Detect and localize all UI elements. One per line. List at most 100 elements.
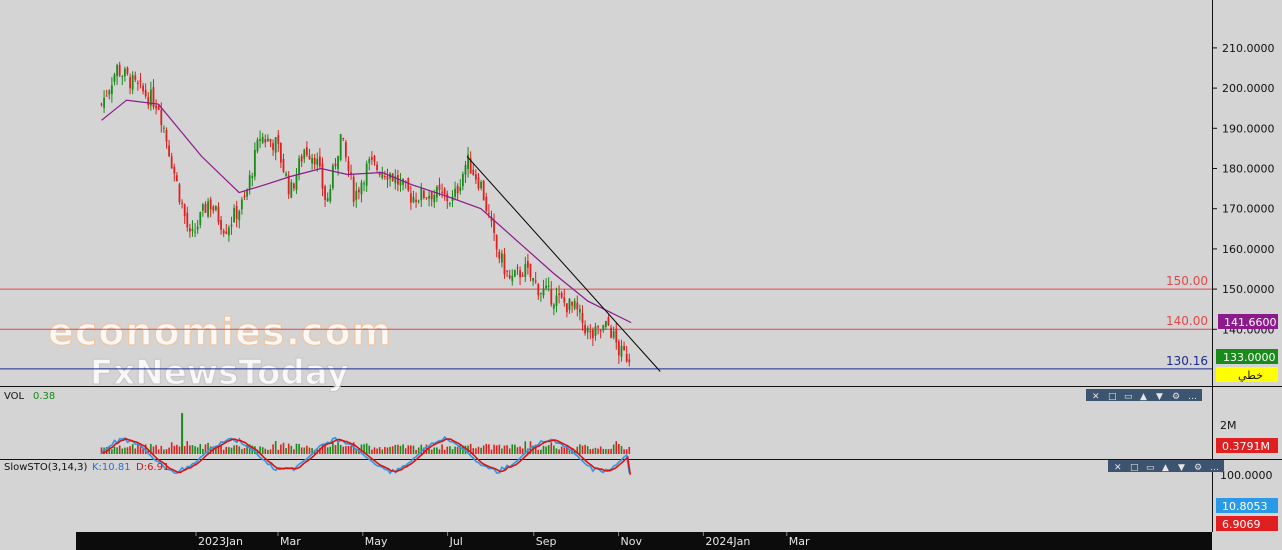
candle-body xyxy=(350,172,352,174)
candle-body xyxy=(285,173,287,176)
restore-icon[interactable]: ▭ xyxy=(1146,463,1155,473)
volume-bar xyxy=(415,449,417,454)
candle-body xyxy=(571,301,573,306)
volume-bar xyxy=(407,445,410,454)
volume-bar xyxy=(446,446,449,454)
volume-bar xyxy=(191,445,194,454)
volume-bar xyxy=(508,448,511,454)
time-label: Mar xyxy=(280,535,301,548)
volume-bar xyxy=(160,445,163,454)
volume-bar xyxy=(498,444,501,454)
candle-body xyxy=(279,142,282,163)
volume-bar xyxy=(363,444,365,454)
move-up-icon[interactable]: ▲ xyxy=(1162,463,1169,473)
candle-body xyxy=(225,231,228,234)
candle-body xyxy=(503,253,506,275)
volume-bar xyxy=(196,447,199,454)
candle-body xyxy=(500,253,503,263)
close-icon[interactable]: ✕ xyxy=(1092,392,1100,402)
candle-body xyxy=(162,127,165,129)
time-label: Jul xyxy=(449,535,463,548)
volume-bar xyxy=(137,444,139,454)
candle-body xyxy=(235,206,238,219)
volume-bar xyxy=(355,448,358,454)
volume-bar xyxy=(350,445,352,454)
volume-bar xyxy=(420,444,423,454)
settings-icon[interactable]: ⚙ xyxy=(1172,392,1180,402)
candle-body xyxy=(584,324,586,334)
ma-value-label: 141.6600 xyxy=(1224,316,1277,329)
volume-bar xyxy=(368,445,371,454)
candle-body xyxy=(459,187,462,192)
volume-bar xyxy=(490,449,493,454)
candle-body xyxy=(230,224,233,227)
volume-bar xyxy=(295,443,298,454)
volume-bar xyxy=(290,445,293,454)
time-axis-right-bg xyxy=(1212,532,1282,550)
move-down-icon[interactable]: ▼ xyxy=(1156,392,1163,402)
move-down-icon[interactable]: ▼ xyxy=(1178,463,1185,473)
volume-bar xyxy=(412,445,415,454)
volume-bar xyxy=(186,441,189,454)
volume-bar xyxy=(618,443,620,454)
more-icon[interactable]: … xyxy=(1210,463,1219,473)
restore-icon[interactable]: ▭ xyxy=(1124,392,1133,402)
volume-bar xyxy=(267,449,269,454)
volume-bar xyxy=(378,447,381,454)
volume-bar xyxy=(199,443,202,454)
candle-body xyxy=(105,95,108,97)
volume-bar xyxy=(207,442,209,454)
candle-body xyxy=(482,180,485,201)
candle-body xyxy=(220,220,222,230)
volume-bar xyxy=(384,446,386,454)
volume-bar xyxy=(615,441,618,454)
candle-body xyxy=(464,165,467,175)
candle-body xyxy=(370,157,373,160)
volume-bar xyxy=(347,445,350,454)
volume-bar xyxy=(204,444,207,454)
volume-bar xyxy=(573,449,576,454)
candle-body xyxy=(339,134,342,160)
volume-bar xyxy=(521,448,524,454)
candle-body xyxy=(625,353,628,362)
move-up-icon[interactable]: ▲ xyxy=(1140,392,1147,402)
volume-bar xyxy=(124,447,126,454)
volume-bar xyxy=(545,446,547,454)
candle-body xyxy=(469,158,472,174)
arabic-label: خطي xyxy=(1238,369,1263,382)
candle-body xyxy=(233,207,235,223)
candle-body xyxy=(201,204,204,211)
more-icon[interactable]: … xyxy=(1188,392,1197,402)
volume-value: 0.38 xyxy=(33,391,55,402)
candle-body xyxy=(454,188,456,197)
trendline[interactable] xyxy=(466,156,661,372)
volume-last-label: 0.3791M xyxy=(1222,440,1270,453)
volume-bar xyxy=(433,447,436,454)
candle-body xyxy=(186,212,189,228)
candle-body xyxy=(467,154,469,169)
close-icon[interactable]: ✕ xyxy=(1114,463,1122,473)
candle-body xyxy=(209,199,212,210)
candle-body xyxy=(526,260,529,268)
volume-bar xyxy=(475,448,477,454)
volume-bar xyxy=(454,446,456,454)
candle-body xyxy=(365,163,368,186)
candle-body xyxy=(126,67,129,74)
candle-body xyxy=(615,328,618,343)
volume-bar xyxy=(553,445,555,454)
volume-bar xyxy=(222,449,225,454)
candle-body xyxy=(188,228,191,232)
volume-bar xyxy=(176,444,178,454)
volume-bar xyxy=(399,445,402,454)
maximize-icon[interactable]: □ xyxy=(1130,463,1139,473)
candle-body xyxy=(129,77,131,89)
volume-bar xyxy=(555,448,558,454)
volume-bar xyxy=(404,448,407,454)
candle-body xyxy=(480,181,482,189)
maximize-icon[interactable]: □ xyxy=(1108,392,1117,402)
settings-icon[interactable]: ⚙ xyxy=(1194,463,1202,473)
candle-body xyxy=(305,147,308,156)
candle-body xyxy=(534,280,537,282)
candle-body xyxy=(547,285,550,287)
